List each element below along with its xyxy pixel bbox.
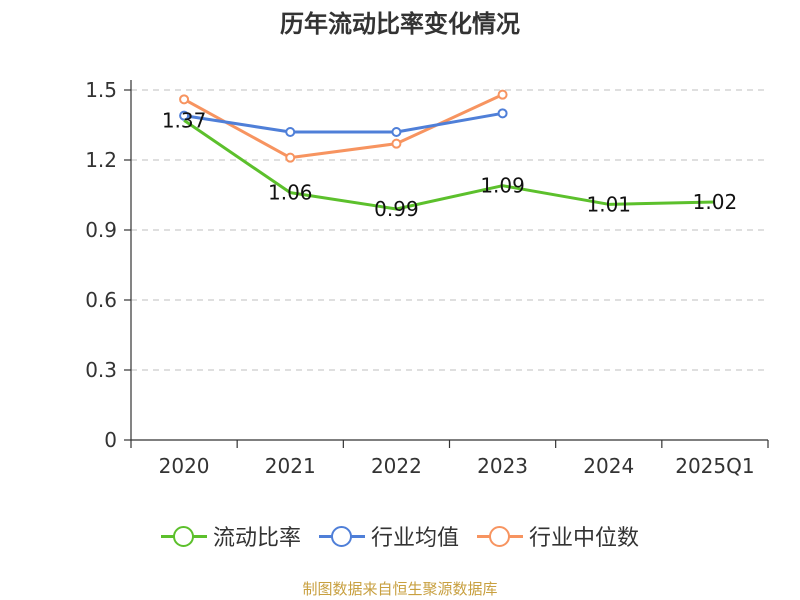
series-line (183, 111, 503, 134)
y-tick-label: 1.5 (85, 78, 117, 102)
legend-item-industry-median[interactable]: 行业中位数 (477, 520, 639, 552)
data-point (497, 108, 508, 119)
legend-marker-industry-median (477, 526, 523, 547)
x-tick-label: 2024 (583, 454, 634, 478)
x-tick-label: 2023 (477, 454, 528, 478)
legend-marker-current-ratio (160, 526, 207, 547)
data-point (179, 94, 190, 105)
data-label: 1.37 (162, 108, 207, 132)
y-tick-label: 0.3 (85, 358, 117, 382)
series-line (183, 93, 504, 160)
data-point (391, 138, 402, 149)
legend-item-current-ratio[interactable]: 流动比率 (160, 520, 301, 552)
data-label: 0.99 (374, 197, 419, 221)
x-tick-label: 2022 (371, 454, 422, 478)
legend-marker-industry-mean (318, 526, 365, 547)
data-label: 1.06 (268, 181, 313, 205)
source-note: 制图数据来自恒生聚源数据库 (302, 580, 498, 598)
y-tick-label: 1.2 (85, 148, 117, 172)
data-point (285, 127, 296, 137)
x-tick-label: 2020 (159, 454, 210, 478)
legend: 流动比率 行业均值 行业中位数 (0, 520, 800, 552)
data-point (497, 89, 508, 100)
y-tick-label: 0 (104, 428, 117, 452)
data-point (179, 110, 190, 121)
legend-item-industry-mean[interactable]: 行业均值 (318, 520, 459, 552)
data-label: 1.02 (693, 190, 738, 214)
data-label: 1.01 (586, 192, 631, 216)
series-line (183, 119, 715, 211)
data-label: 1.09 (480, 174, 525, 198)
chart-title: 历年流动比率变化情况 (280, 10, 520, 38)
y-tick-label: 0.9 (85, 218, 117, 242)
y-tick-label: 0.6 (85, 288, 117, 312)
x-tick-label: 2021 (265, 454, 316, 478)
legend-label: 行业中位数 (529, 526, 640, 551)
legend-label: 流动比率 (212, 526, 301, 551)
data-point (285, 152, 296, 163)
data-point (391, 127, 402, 137)
legend-label: 行业均值 (370, 526, 459, 551)
x-tick-label: 2025Q1 (675, 454, 754, 478)
